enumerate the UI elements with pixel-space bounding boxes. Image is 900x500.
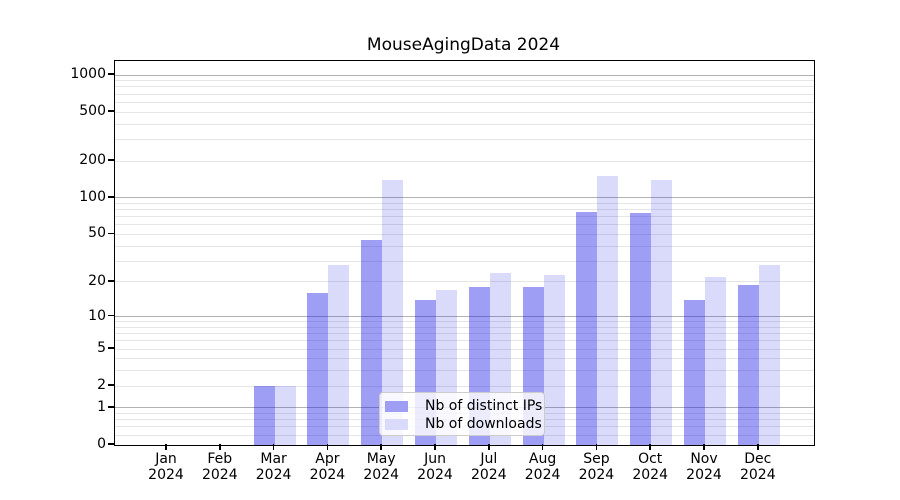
x-tick-label-jan: Jan 2024 [148,451,184,483]
gridline-1000 [115,74,814,76]
gridline-5 [115,348,814,350]
x-tick-mark-jun [434,444,436,450]
gridline-500 [115,111,814,113]
y-tick-mark-20 [108,280,114,282]
gridline-30 [115,260,814,262]
x-tick-mark-jan [165,444,167,450]
bar-nb-of-distinct-ips-nov [684,299,705,445]
x-tick-mark-oct [649,444,651,450]
y-tick-label-2: 2 [97,377,106,394]
gridline-6 [115,340,814,342]
x-tick-mark-jul [488,444,490,450]
y-tick-label-50: 50 [88,225,106,242]
gridline-40 [115,245,814,247]
y-tick-label-20: 20 [88,272,106,289]
y-tick-mark-100 [108,196,114,198]
x-tick-label-may: May 2024 [363,451,399,483]
gridline-8 [115,326,814,328]
x-tick-mark-feb [219,444,221,450]
x-tick-label-dec: Dec 2024 [739,451,776,483]
y-tick-label-1: 1 [97,398,106,415]
gridline-3 [115,370,814,372]
bar-nb-of-distinct-ips-may [361,239,383,445]
y-tick-mark-0 [108,443,114,445]
bar-nb-of-downloads-aug [543,274,565,445]
x-tick-label-oct: Oct 2024 [632,451,668,483]
chart-title: MouseAgingData 2024 [366,35,561,55]
y-tick-label-200: 200 [79,152,106,168]
y-tick-mark-5 [108,347,114,349]
bar-nb-of-distinct-ips-oct [630,213,652,445]
x-tick-label-feb: Feb 2024 [201,451,238,483]
y-tick-label-10: 10 [88,307,106,324]
legend-label-distinct-ips: Nb of distinct IPs [425,398,543,414]
gridline-60 [115,224,814,226]
bar-nb-of-distinct-ips-mar [253,386,275,445]
y-tick-label-100: 100 [79,188,106,205]
legend-item-downloads: Nb of downloads [385,416,542,432]
gridline-2 [115,385,814,387]
bar-nb-of-downloads-nov [705,277,726,445]
y-tick-mark-500 [108,110,114,112]
y-tick-label-0: 0 [97,436,106,452]
gridline-80 [115,209,814,211]
x-tick-label-aug: Aug 2024 [524,451,561,483]
gridline-600 [115,101,814,103]
gridline-7 [115,333,814,335]
y-tick-label-1000: 1000 [70,66,106,83]
y-tick-mark-50 [108,232,114,235]
gridline-10 [115,316,814,318]
x-tick-label-jun: Jun 2024 [417,451,453,483]
y-tick-mark-1000 [108,73,114,75]
x-tick-mark-may [380,444,382,450]
x-tick-label-jul: Jul 2024 [470,451,507,483]
gridline-900 [115,80,814,82]
legend-swatch-downloads [385,418,408,430]
bar-nb-of-distinct-ips-sep [576,212,598,445]
bar-nb-of-distinct-ips-dec [737,284,759,445]
bar-nb-of-downloads-dec [758,264,780,445]
legend: Nb of distinct IPs Nb of downloads [379,392,545,436]
x-tick-label-mar: Mar 2024 [255,451,292,483]
x-tick-mark-nov [703,444,705,450]
x-tick-label-nov: Nov 2024 [686,451,722,483]
gridline-400 [115,123,814,125]
bar-nb-of-downloads-mar [274,386,296,445]
x-tick-mark-mar [272,444,275,450]
legend-label-downloads: Nb of downloads [425,416,542,432]
gridline-100 [115,197,814,199]
y-tick-mark-1 [108,406,114,408]
gridline-200 [115,160,814,162]
gridline-50 [115,233,814,235]
gridline-4 [115,358,814,360]
gridline-9 [115,321,814,323]
y-tick-mark-200 [108,159,114,161]
plot-area [114,60,815,446]
x-tick-mark-sep [595,444,598,450]
y-tick-label-500: 500 [79,103,106,120]
x-tick-mark-dec [757,444,759,450]
gridline-70 [115,216,814,218]
x-tick-label-sep: Sep 2024 [578,451,615,483]
gridline-700 [115,93,814,95]
y-tick-label-5: 5 [97,340,106,357]
x-tick-label-apr: Apr 2024 [309,451,346,483]
gridline-800 [115,86,814,88]
gridline-20 [115,281,814,283]
gridline-300 [115,138,814,140]
bar-nb-of-downloads-oct [651,180,673,445]
bars-layer [115,61,814,445]
y-tick-mark-10 [108,314,114,317]
bar-nb-of-downloads-may [382,180,404,445]
legend-item-distinct-ips: Nb of distinct IPs [385,398,542,414]
y-tick-mark-2 [108,384,114,386]
legend-swatch-distinct-ips [385,400,408,412]
x-tick-mark-aug [541,444,544,450]
bar-nb-of-downloads-apr [328,264,350,445]
x-tick-mark-apr [326,444,329,450]
bar-nb-of-distinct-ips-apr [307,293,329,445]
bar-nb-of-downloads-sep [597,176,619,445]
gridline-90 [115,202,814,204]
